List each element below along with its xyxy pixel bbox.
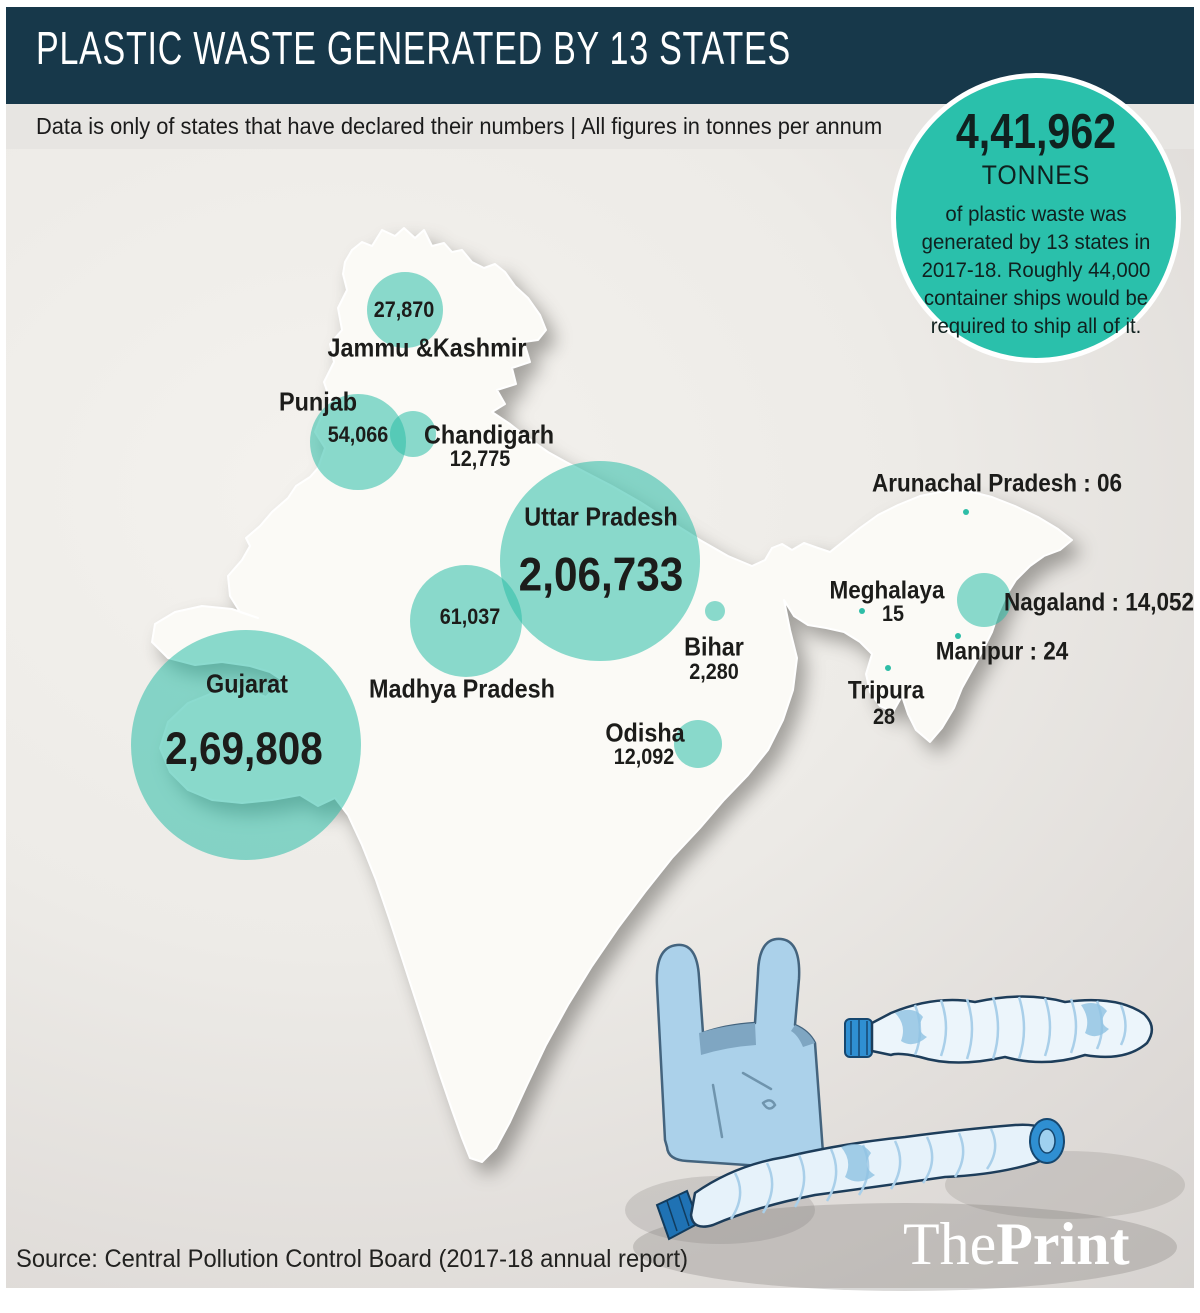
- label-arunachal-pradesh: Arunachal Pradesh : 06: [871, 469, 1123, 498]
- bubble-nagaland: [957, 573, 1011, 627]
- value-odisha: 12,092: [613, 744, 675, 769]
- source-credit: Source: Central Pollution Control Board …: [16, 1245, 688, 1273]
- label-chandigarh: Chandigarh: [423, 419, 555, 450]
- page-title: PLASTIC WASTE GENERATED BY 13 STATES: [36, 22, 791, 74]
- label-meghalaya: Meghalaya: [829, 576, 945, 605]
- plastic-bottle-icon: [844, 995, 1153, 1064]
- summary-unit: TONNES: [981, 160, 1091, 190]
- value-jammu-kashmir: 27,870: [373, 297, 435, 322]
- dot-arunachal-pradesh: [963, 509, 969, 515]
- value-gujarat: 2,69,808: [165, 723, 323, 774]
- label-madhya-pradesh: Madhya Pradesh: [369, 673, 555, 704]
- label-manipur: Manipur : 24: [935, 637, 1069, 666]
- summary-total-value: 4,41,962: [955, 105, 1117, 159]
- dot-meghalaya: [859, 608, 865, 614]
- label-nagaland: Nagaland : 14,052: [1003, 588, 1195, 617]
- page-subtitle: Data is only of states that have declare…: [36, 113, 883, 139]
- bubble-jammu-kashmir: [367, 272, 443, 348]
- value-punjab: 54,066: [327, 422, 389, 447]
- bubble-bihar: [705, 601, 725, 621]
- bubble-gujarat: [131, 630, 361, 860]
- bubble-punjab: [310, 394, 406, 490]
- value-uttar-pradesh: 2,06,733: [518, 547, 684, 601]
- label-gujarat: Gujarat: [206, 668, 288, 699]
- bubble-uttar-pradesh: [500, 461, 700, 661]
- dot-tripura: [885, 665, 891, 671]
- bubble-chandigarh: [390, 411, 436, 457]
- value-meghalaya: 15: [881, 601, 905, 626]
- value-madhya-pradesh: 61,037: [439, 604, 501, 629]
- label-bihar: Bihar: [684, 631, 744, 662]
- plastic-waste-illustration: [625, 937, 1185, 1291]
- theprint-logo: ThePrint: [903, 1210, 1130, 1279]
- label-tripura: Tripura: [847, 676, 925, 705]
- plastic-bag-icon: [655, 937, 825, 1171]
- label-jammu-kashmir: Jammu &Kashmir: [327, 332, 527, 363]
- value-chandigarh: 12,775: [449, 446, 511, 471]
- label-odisha: Odisha: [605, 717, 685, 748]
- summary-circle: 4,41,962 TONNES of plastic waste was gen…: [891, 73, 1181, 363]
- dot-manipur: [955, 633, 961, 639]
- value-bihar: 2,280: [689, 659, 739, 684]
- summary-description: of plastic waste was generated by 13 sta…: [921, 203, 1151, 338]
- theprint-logo-the: The: [903, 1211, 997, 1277]
- label-uttar-pradesh: Uttar Pradesh: [524, 501, 678, 532]
- label-punjab: Punjab: [278, 386, 358, 417]
- theprint-logo-print: Print: [996, 1211, 1130, 1277]
- bubble-odisha: [674, 720, 722, 768]
- plastic-bottle-icon-2: [655, 1118, 1065, 1241]
- value-tripura: 28: [872, 704, 896, 729]
- bubble-madhya-pradesh: [410, 565, 522, 677]
